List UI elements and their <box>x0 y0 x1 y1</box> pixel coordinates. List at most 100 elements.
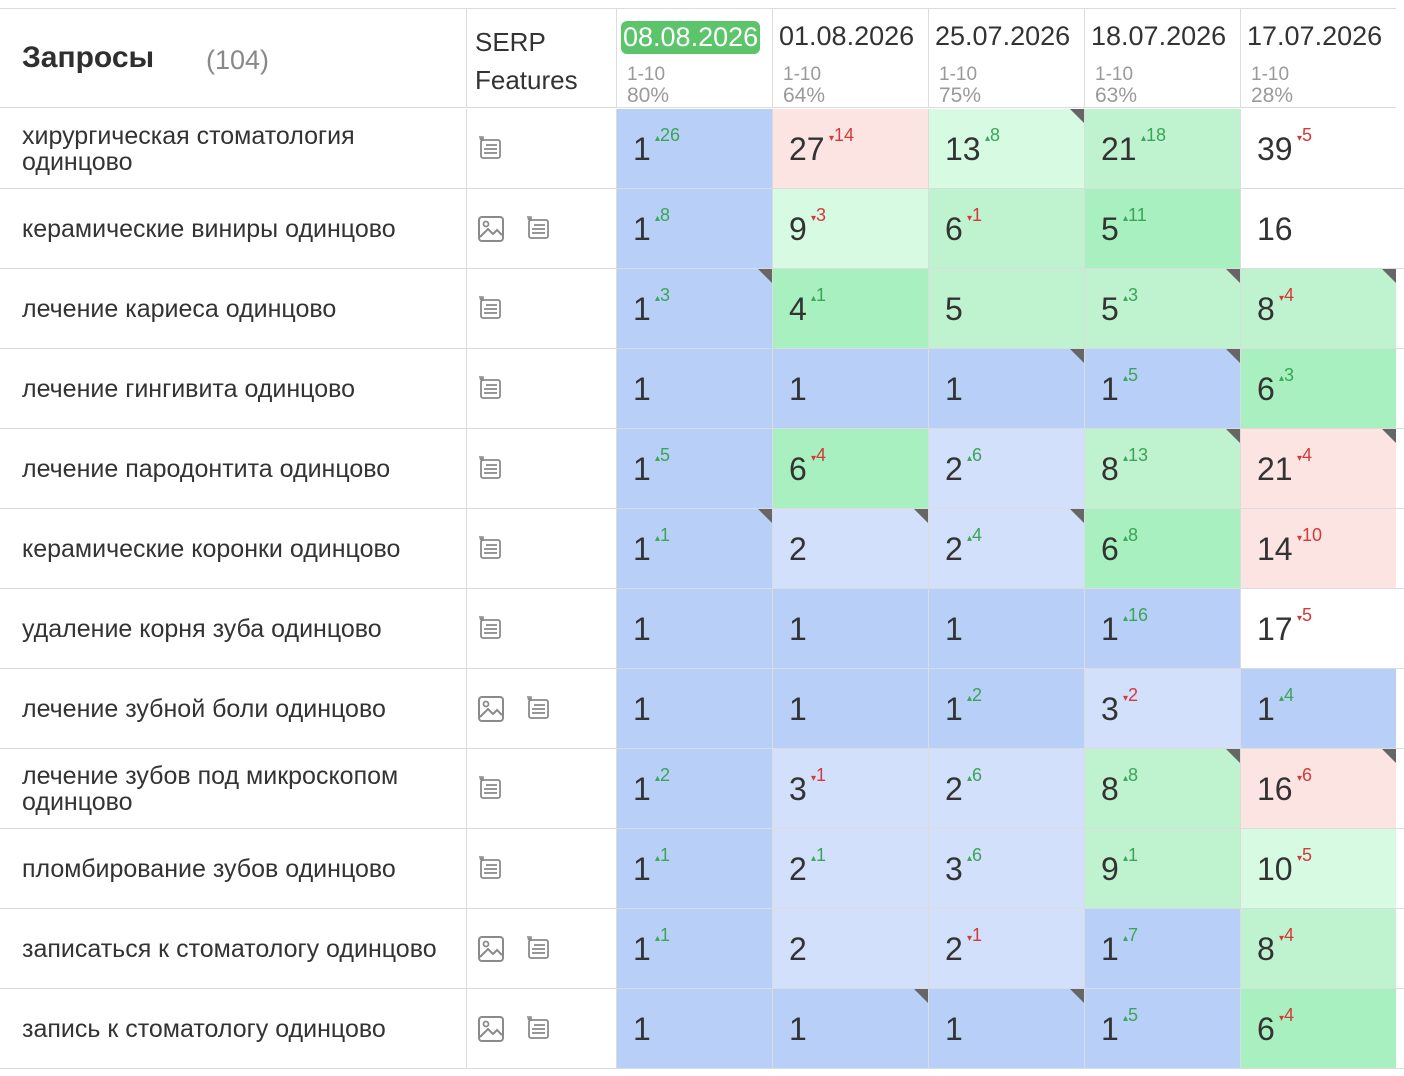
query-cell[interactable]: хирургическая стоматология одинцово <box>0 109 466 188</box>
position-cell[interactable]: 6 ▾1 <box>928 189 1084 268</box>
query-cell[interactable]: лечение пародонтита одинцово <box>0 429 466 508</box>
note-corner-icon[interactable] <box>758 509 772 523</box>
table-row[interactable]: пломбирование зубов одинцово 1 ▴1 2 ▴1 3 ▴6 9 ▴1… <box>0 829 1404 909</box>
position-cell[interactable]: 3 ▴6 <box>928 829 1084 908</box>
position-cell[interactable]: 1 ▴4 <box>1240 669 1396 748</box>
snippet-serp-icon[interactable] <box>477 375 503 401</box>
note-corner-icon[interactable] <box>1226 749 1240 763</box>
position-cell[interactable]: 9 ▾3 <box>772 189 928 268</box>
note-corner-icon[interactable] <box>1226 349 1240 363</box>
note-corner-icon[interactable] <box>1382 749 1396 763</box>
snippet-serp-icon[interactable] <box>477 775 503 801</box>
position-cell[interactable]: 39 ▾5 <box>1240 109 1396 188</box>
snippet-serp-icon[interactable] <box>477 535 503 561</box>
position-cell[interactable]: 1 ▴2 <box>616 749 772 828</box>
note-corner-icon[interactable] <box>1226 269 1240 283</box>
position-cell[interactable]: 2 <box>772 909 928 988</box>
position-cell[interactable]: 1 ▴7 <box>1084 909 1240 988</box>
snippet-serp-icon[interactable] <box>477 135 503 161</box>
position-cell[interactable]: 17 ▾5 <box>1240 589 1396 668</box>
position-cell[interactable]: 1 <box>928 349 1084 428</box>
position-cell[interactable]: 1 <box>616 989 772 1068</box>
query-cell[interactable]: керамические коронки одинцово <box>0 509 466 588</box>
note-corner-icon[interactable] <box>1226 429 1240 443</box>
position-cell[interactable]: 1 ▴5 <box>1084 989 1240 1068</box>
note-corner-icon[interactable] <box>1070 509 1084 523</box>
date-column-header[interactable]: 08.08.2026 1-10 80% <box>616 8 772 108</box>
position-cell[interactable]: 1 <box>616 349 772 428</box>
note-corner-icon[interactable] <box>914 989 928 1003</box>
position-cell[interactable]: 6 ▴8 <box>1084 509 1240 588</box>
query-cell[interactable]: запись к стоматологу одинцово <box>0 989 466 1068</box>
position-cell[interactable]: 1 <box>928 989 1084 1068</box>
note-corner-icon[interactable] <box>1070 989 1084 1003</box>
image-serp-icon[interactable] <box>477 935 504 962</box>
snippet-serp-icon[interactable] <box>477 855 503 881</box>
table-row[interactable]: запись к стоматологу одинцово 1 1 1 1 ▴5 6 ▾4 <box>0 989 1404 1069</box>
position-cell[interactable]: 4 ▴1 <box>772 269 928 348</box>
table-row[interactable]: хирургическая стоматология одинцово 1 ▴26 2… <box>0 109 1404 189</box>
snippet-serp-icon[interactable] <box>477 615 503 641</box>
position-cell[interactable]: 3 ▾2 <box>1084 669 1240 748</box>
position-cell[interactable]: 5 <box>928 269 1084 348</box>
position-cell[interactable]: 1 <box>772 349 928 428</box>
note-corner-icon[interactable] <box>914 509 928 523</box>
position-cell[interactable]: 5 ▴11 <box>1084 189 1240 268</box>
date-column-header[interactable]: 25.07.2026 1-10 75% <box>928 8 1084 108</box>
date-column-header[interactable]: 01.08.2026 1-10 64% <box>772 8 928 108</box>
query-cell[interactable]: пломбирование зубов одинцово <box>0 829 466 908</box>
table-row[interactable]: лечение кариеса одинцово 1 ▴3 4 ▴1 5 5 ▴3 8 ▾4 <box>0 269 1404 349</box>
position-cell[interactable]: 2 ▾1 <box>928 909 1084 988</box>
position-cell[interactable]: 1 <box>772 669 928 748</box>
position-cell[interactable]: 8 ▴8 <box>1084 749 1240 828</box>
snippet-serp-icon[interactable] <box>477 455 503 481</box>
position-cell[interactable]: 1 <box>616 589 772 668</box>
position-cell[interactable]: 6 ▾4 <box>1240 989 1396 1068</box>
position-cell[interactable]: 1 ▴16 <box>1084 589 1240 668</box>
position-cell[interactable]: 21 ▴18 <box>1084 109 1240 188</box>
note-corner-icon[interactable] <box>1382 269 1396 283</box>
date-column-header[interactable]: 17.07.2026 1-10 28% <box>1240 8 1396 108</box>
position-cell[interactable]: 21 ▾4 <box>1240 429 1396 508</box>
position-cell[interactable]: 8 ▾4 <box>1240 269 1396 348</box>
query-cell[interactable]: лечение зубов под микроскопом одинцово <box>0 749 466 828</box>
position-cell[interactable]: 8 ▴13 <box>1084 429 1240 508</box>
note-corner-icon[interactable] <box>758 269 772 283</box>
position-cell[interactable]: 1 ▴1 <box>616 509 772 588</box>
query-cell[interactable]: лечение гингивита одинцово <box>0 349 466 428</box>
position-cell[interactable]: 9 ▴1 <box>1084 829 1240 908</box>
query-cell[interactable]: удаление корня зуба одинцово <box>0 589 466 668</box>
table-row[interactable]: лечение пародонтита одинцово 1 ▴5 6 ▾4 2 ▴6 8 ▴1… <box>0 429 1404 509</box>
position-cell[interactable]: 16 <box>1240 189 1396 268</box>
snippet-serp-icon[interactable] <box>525 695 551 721</box>
position-cell[interactable]: 14 ▾10 <box>1240 509 1396 588</box>
table-row[interactable]: лечение зубной боли одинцово 1 1 1 ▴2 3 ▾2 1 ▴4 <box>0 669 1404 749</box>
position-cell[interactable]: 1 <box>616 669 772 748</box>
position-cell[interactable]: 1 ▴26 <box>616 109 772 188</box>
position-cell[interactable]: 8 ▾4 <box>1240 909 1396 988</box>
query-cell[interactable]: лечение зубной боли одинцово <box>0 669 466 748</box>
table-row[interactable]: записаться к стоматологу одинцово 1 ▴1 2 2 ▾1… <box>0 909 1404 989</box>
position-cell[interactable]: 10 ▾5 <box>1240 829 1396 908</box>
image-serp-icon[interactable] <box>477 215 504 242</box>
note-corner-icon[interactable] <box>1070 109 1084 123</box>
position-cell[interactable]: 2 ▴4 <box>928 509 1084 588</box>
snippet-serp-icon[interactable] <box>525 1015 551 1041</box>
note-corner-icon[interactable] <box>1070 349 1084 363</box>
query-cell[interactable]: записаться к стоматологу одинцово <box>0 909 466 988</box>
queries-header[interactable]: Запросы (104) <box>0 8 466 108</box>
position-cell[interactable]: 1 ▴5 <box>1084 349 1240 428</box>
snippet-serp-icon[interactable] <box>525 935 551 961</box>
position-cell[interactable]: 1 ▴1 <box>616 909 772 988</box>
table-row[interactable]: керамические виниры одинцово 1 ▴8 9 ▾3 6 ▾1 5 ▴1… <box>0 189 1404 269</box>
table-row[interactable]: лечение гингивита одинцово 1 1 1 1 ▴5 6 ▴3 <box>0 349 1404 429</box>
position-cell[interactable]: 1 ▴8 <box>616 189 772 268</box>
position-cell[interactable]: 13 ▴8 <box>928 109 1084 188</box>
table-row[interactable]: керамические коронки одинцово 1 ▴1 2 2 ▴4 6 ▴8 1… <box>0 509 1404 589</box>
position-cell[interactable]: 1 ▴5 <box>616 429 772 508</box>
position-cell[interactable]: 1 <box>772 989 928 1068</box>
position-cell[interactable]: 6 ▴3 <box>1240 349 1396 428</box>
image-serp-icon[interactable] <box>477 1015 504 1042</box>
position-cell[interactable]: 16 ▾6 <box>1240 749 1396 828</box>
image-serp-icon[interactable] <box>477 695 504 722</box>
